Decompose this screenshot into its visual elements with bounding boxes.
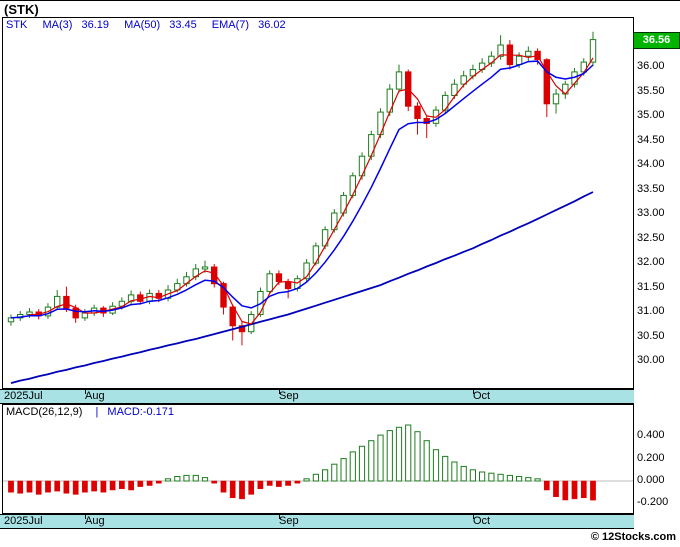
macd-histogram-chart	[3, 424, 633, 501]
x-axis-month-label: Aug	[85, 515, 105, 527]
x-axis-tick-mark	[473, 515, 474, 519]
x-axis-band-price: 2025Jul Aug Sep Oct	[0, 389, 634, 404]
x-axis-month-label: Sep	[279, 515, 299, 527]
legend-ema7-label: EMA(7)	[211, 19, 250, 31]
page-title: (STK)	[4, 2, 39, 17]
price-axis-tick-label: 36.00	[637, 60, 665, 72]
macd-axis-tick-label: -0.200	[637, 496, 669, 508]
last-price-tag: 36.56	[633, 32, 680, 49]
price-axis-tick-label: 30.00	[637, 354, 665, 366]
price-axis-tick-label: 33.00	[637, 207, 665, 219]
x-axis-tick-mark	[85, 390, 86, 394]
macd-params-label: MACD(26,12,9)	[6, 406, 83, 418]
macd-axis-tick-label: 0.400	[637, 429, 665, 441]
legend-ema7-value: 36.02	[258, 19, 286, 31]
x-axis-tick-mark	[85, 515, 86, 519]
price-axis-tick-label: 34.50	[637, 134, 665, 146]
macd-value: MACD:-0.171	[107, 406, 175, 418]
legend-ma3-value: 36.19	[81, 19, 110, 31]
price-axis-tick-label: 31.00	[637, 305, 665, 317]
price-axis-tick-label: 32.50	[637, 232, 665, 244]
price-axis-tick-label: 33.50	[637, 183, 665, 195]
price-chart-legend: STK MA(3) 36.19 MA(50) 33.45 EMA(7) 36.0…	[6, 19, 286, 31]
price-axis-tick-label: 32.00	[637, 256, 665, 268]
price-axis-tick-label: 34.00	[637, 158, 665, 170]
price-axis-tick-label: 30.50	[637, 330, 665, 342]
legend-ma50-label: MA(50)	[124, 19, 161, 31]
price-axis-tick-label: 31.50	[637, 281, 665, 293]
price-axis-tick-label: 35.50	[637, 85, 665, 97]
macd-panel: MACD(26,12,9) | MACD:-0.171	[2, 404, 634, 514]
copyright-label: © 12Stocks.com	[590, 531, 676, 543]
x-axis-month-label: Aug	[85, 390, 105, 402]
x-axis-band-macd: 2025Jul Aug Sep Oct	[0, 514, 634, 529]
x-axis-tick-mark	[279, 390, 280, 394]
x-axis-month-label: Oct	[473, 390, 491, 402]
macd-separator: |	[95, 406, 99, 418]
price-chart-panel: STK MA(3) 36.19 MA(50) 33.45 EMA(7) 36.0…	[2, 17, 634, 389]
legend-symbol: STK	[6, 19, 28, 31]
legend-ma3-label: MA(3)	[42, 19, 73, 31]
price-axis-tick-label: 35.00	[637, 109, 665, 121]
legend-ma50-value: 33.45	[169, 19, 197, 31]
x-axis-month-label: 2025Jul	[4, 515, 43, 527]
macd-axis-tick-label: 0.000	[637, 474, 665, 486]
x-axis-tick-mark	[473, 390, 474, 394]
macd-legend: MACD(26,12,9) | MACD:-0.171	[6, 406, 174, 418]
x-axis-month-label: Oct	[473, 515, 491, 527]
x-axis-month-label: 2025Jul	[4, 390, 43, 402]
macd-axis-tick-label: 0.200	[637, 452, 665, 464]
x-axis-month-label: Sep	[279, 390, 299, 402]
price-candlestick-chart	[7, 31, 597, 384]
x-axis-tick-mark	[279, 515, 280, 519]
